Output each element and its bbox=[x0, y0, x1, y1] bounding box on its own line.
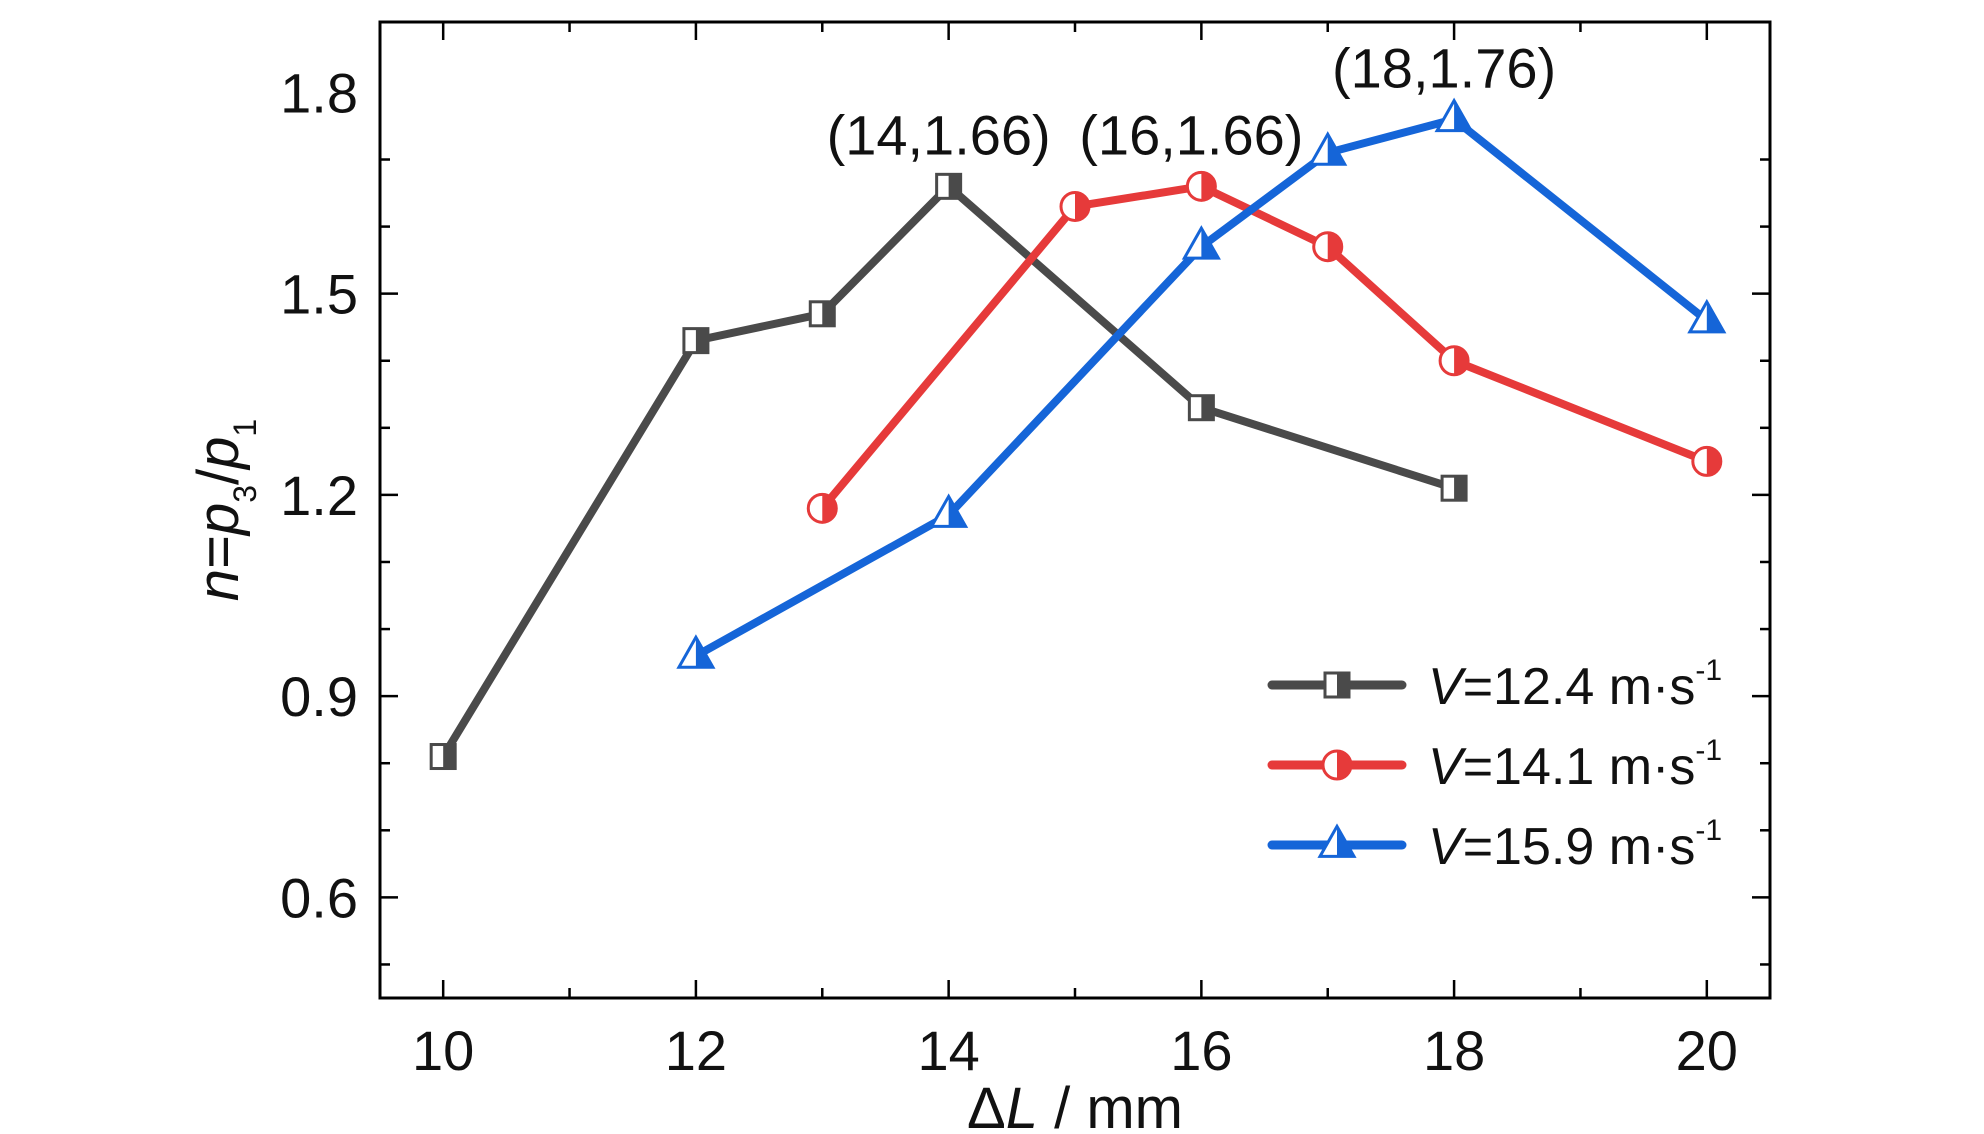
x-axis-label: ΔL / mm bbox=[967, 1076, 1183, 1134]
x-tick-label: 18 bbox=[1423, 1019, 1485, 1082]
y-tick-label: 1.8 bbox=[280, 61, 358, 124]
data-point bbox=[1691, 445, 1723, 477]
y-tick-label: 0.9 bbox=[280, 665, 358, 728]
data-point bbox=[929, 493, 969, 528]
data-point bbox=[806, 492, 838, 524]
annotation-label: (16,1.66) bbox=[1079, 103, 1303, 166]
y-tick-label: 1.2 bbox=[280, 464, 358, 527]
data-point bbox=[1312, 231, 1344, 263]
legend-marker bbox=[1321, 749, 1353, 781]
annotation-label: (18,1.76) bbox=[1332, 36, 1556, 99]
data-point bbox=[682, 327, 710, 355]
series-2 bbox=[806, 170, 1723, 524]
legend: V=12.4 m·s-1 V=14.1 m·s-1 V=15.9 m·s-1 bbox=[1267, 654, 1722, 876]
data-point bbox=[935, 172, 963, 200]
data-point bbox=[1440, 474, 1468, 502]
legend-item: V=12.4 m·s-1 bbox=[1267, 654, 1722, 716]
series-line bbox=[818, 182, 1711, 513]
y-tick-label: 0.6 bbox=[280, 866, 358, 929]
legend-item: V=15.9 m·s-1 bbox=[1267, 814, 1722, 876]
legend-marker bbox=[1323, 671, 1351, 699]
x-tick-label: 16 bbox=[1170, 1019, 1232, 1082]
series-1 bbox=[429, 172, 1468, 771]
y-axis-label: n=p3/p1 bbox=[186, 419, 263, 601]
series-line bbox=[439, 182, 1459, 761]
legend-label: V=14.1 m·s-1 bbox=[1428, 734, 1722, 796]
series-line bbox=[691, 115, 1711, 660]
data-point bbox=[1185, 170, 1217, 202]
annotations: (14,1.66) (16,1.66) (18,1.76) bbox=[827, 36, 1557, 166]
x-tick-label: 20 bbox=[1676, 1019, 1738, 1082]
data-point bbox=[1308, 131, 1348, 166]
data-point bbox=[1181, 225, 1221, 260]
data-point bbox=[1687, 298, 1727, 334]
legend-item: V=14.1 m·s-1 bbox=[1267, 734, 1722, 796]
data-point bbox=[1434, 97, 1474, 133]
series-layer bbox=[429, 97, 1727, 771]
data-point bbox=[1187, 394, 1215, 422]
x-tick-label: 10 bbox=[412, 1019, 474, 1082]
data-point bbox=[1059, 190, 1091, 222]
x-tick-label: 12 bbox=[665, 1019, 727, 1082]
series-3 bbox=[676, 97, 1727, 669]
data-point bbox=[676, 634, 716, 669]
legend-label: V=12.4 m·s-1 bbox=[1428, 654, 1722, 716]
annotation-label: (14,1.66) bbox=[827, 103, 1051, 166]
y-tick-label: 1.5 bbox=[280, 263, 358, 326]
legend-marker bbox=[1317, 823, 1357, 858]
data-point bbox=[429, 743, 457, 771]
data-point bbox=[1438, 345, 1470, 377]
x-tick-label: 14 bbox=[917, 1019, 979, 1082]
axes: 10 12 14 16 18 20 0.6 0.9 1.2 1.5 1.8 ΔL / mm n=p3/p… bbox=[186, 20, 1772, 1134]
legend-label: V=15.9 m·s-1 bbox=[1428, 814, 1722, 876]
data-point bbox=[808, 300, 836, 328]
